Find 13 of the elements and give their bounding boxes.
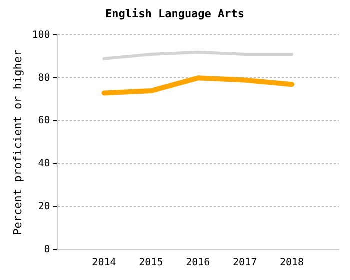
y-tick-label: 60 [38, 116, 50, 127]
x-tick-label: 2016 [186, 258, 210, 269]
x-tick-label: 2018 [280, 258, 304, 269]
y-tick-label: 20 [38, 202, 50, 213]
y-axis-title: Percent proficient or higher [11, 50, 24, 236]
y-tick-label: 100 [32, 30, 50, 41]
x-tick-label: 2017 [233, 258, 258, 269]
y-tick-label: 0 [44, 244, 50, 256]
y-tick-label: 40 [38, 158, 50, 170]
y-tick-label: 80 [38, 72, 50, 84]
x-tick-label: 2015 [139, 258, 164, 269]
chart-title: English Language Arts [105, 7, 245, 20]
x-tick-label: 2014 [92, 258, 116, 269]
